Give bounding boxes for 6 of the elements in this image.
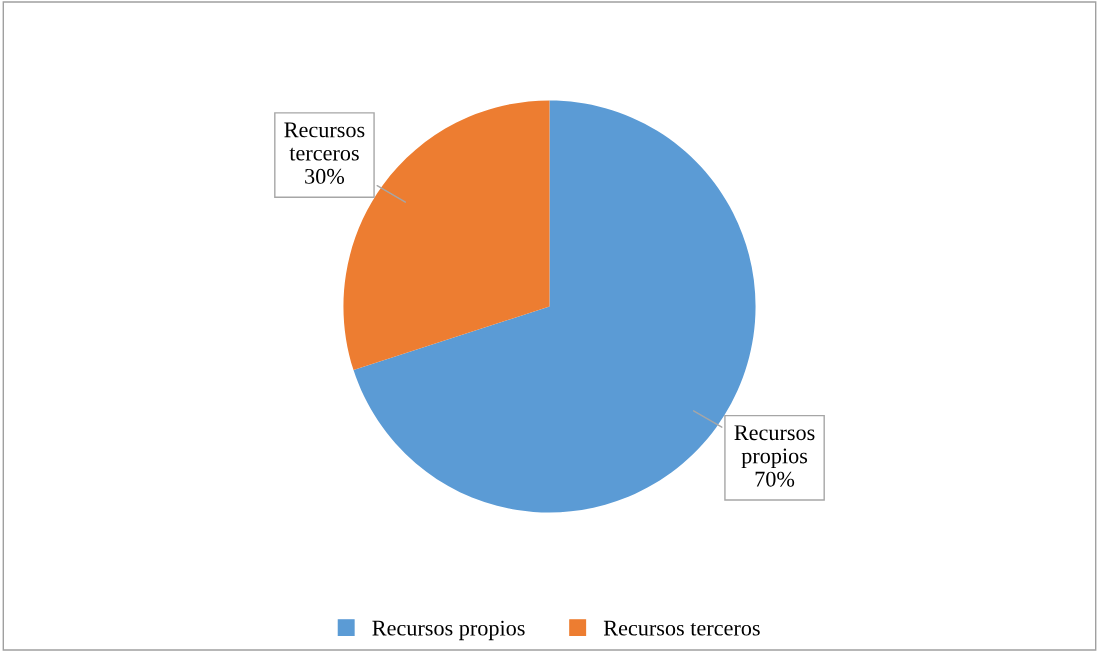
data-label: 70% <box>755 471 795 487</box>
slice-label: Recursos propios <box>734 425 815 468</box>
data-label: 30% <box>305 168 345 184</box>
legend-label: Recursos terceros <box>603 620 760 636</box>
legend-label: Recursos propios <box>372 620 525 641</box>
slice-label: Recursos terceros <box>284 122 365 161</box>
